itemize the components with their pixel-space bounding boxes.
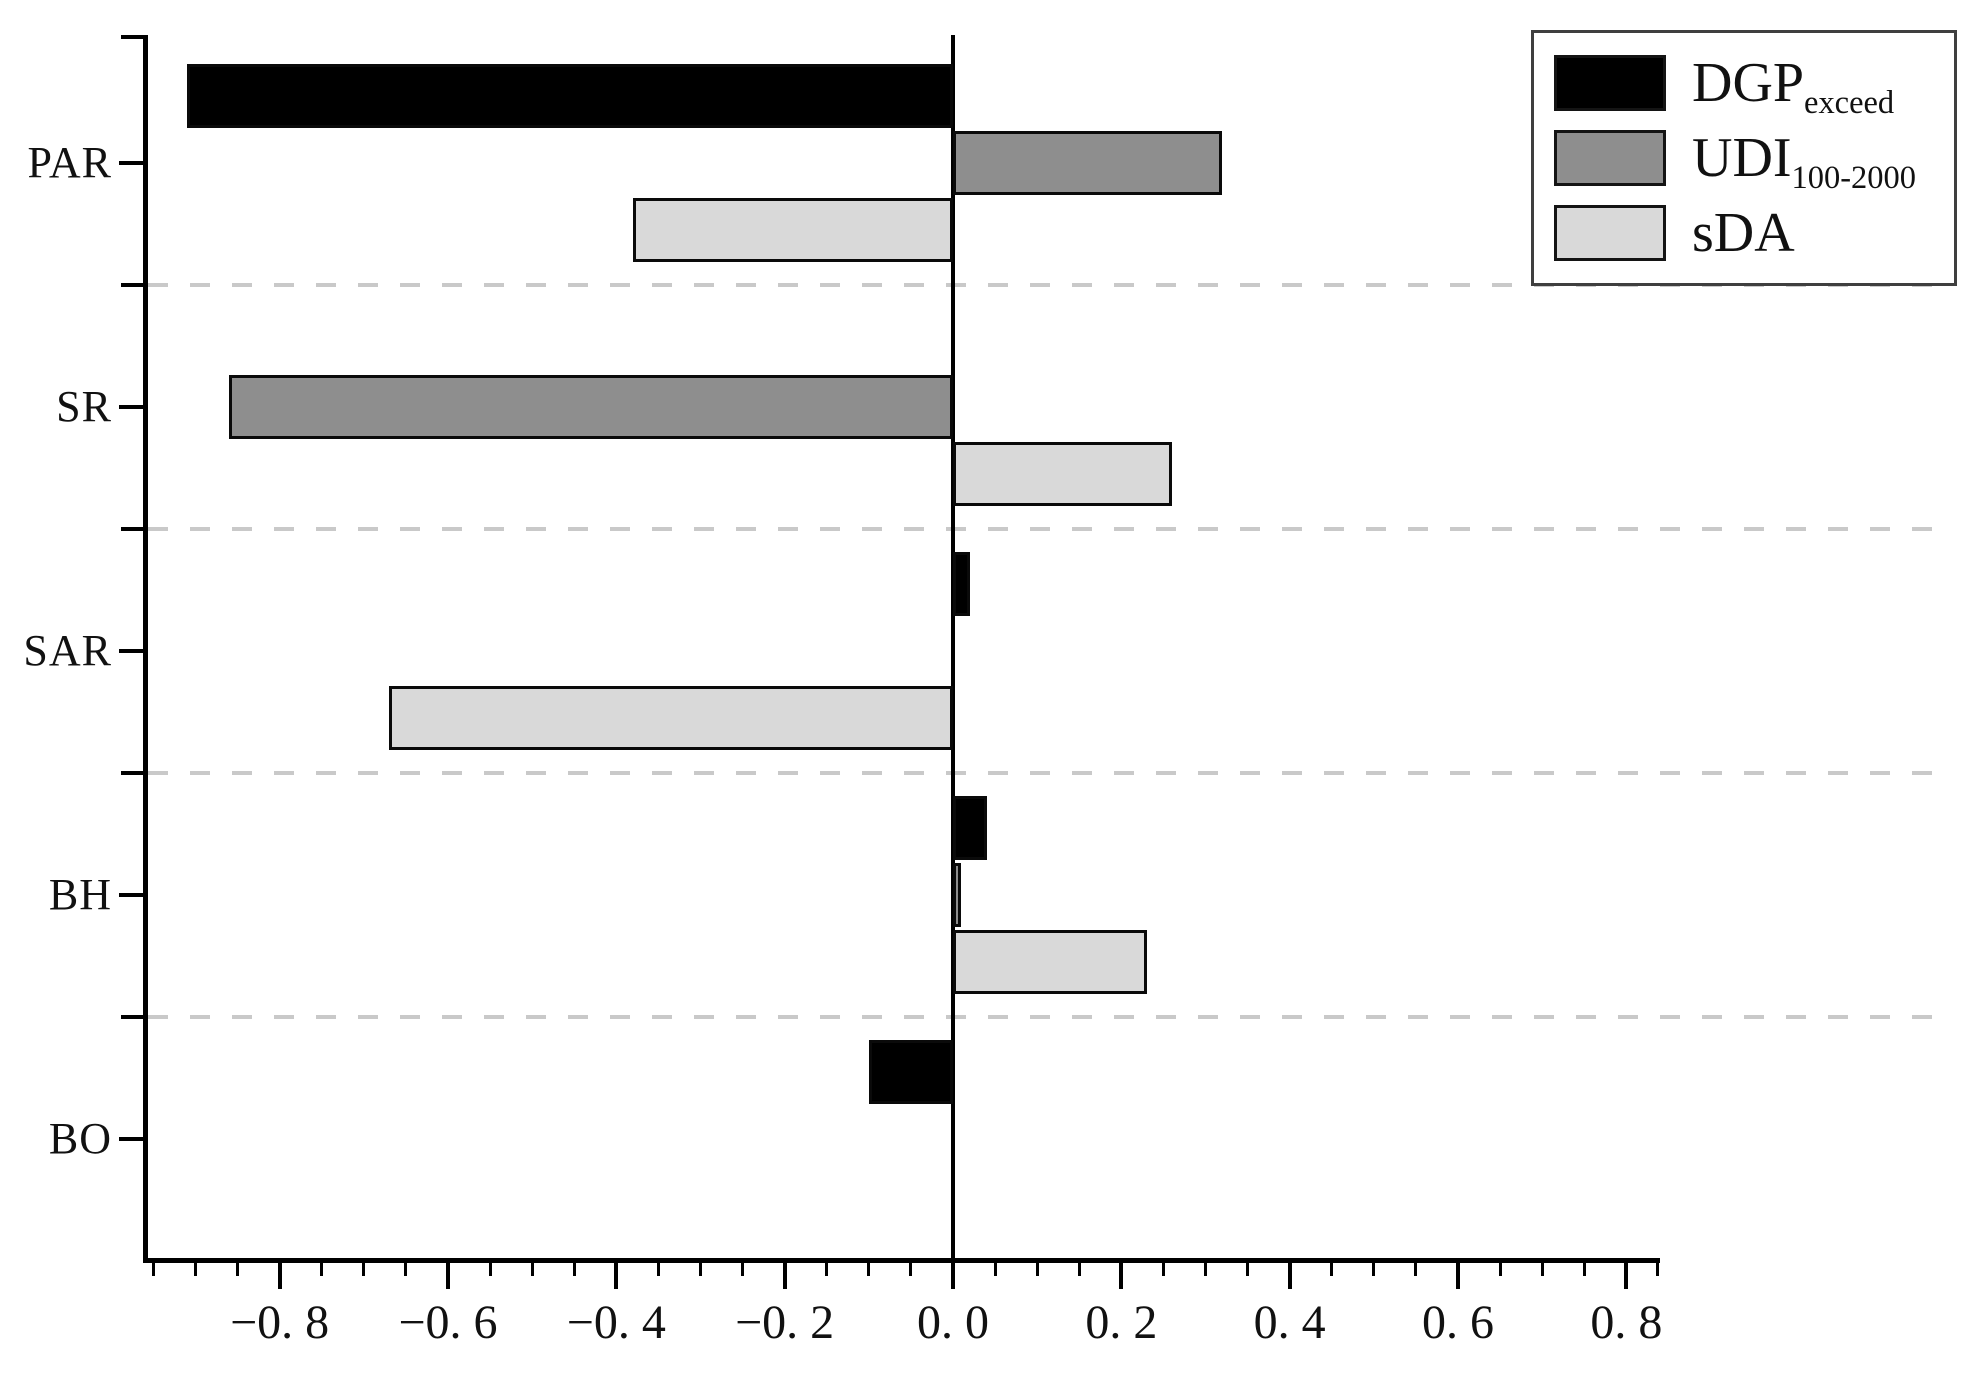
y-major-tick: [119, 1137, 145, 1141]
x-major-tick: [782, 1262, 787, 1289]
x-minor-tick: [530, 1262, 534, 1276]
legend-label-main: UDI: [1692, 127, 1792, 189]
bar-sDA-SR: [953, 442, 1172, 506]
x-tick-label: 0. 4: [1253, 1296, 1326, 1349]
x-minor-tick: [1330, 1262, 1334, 1276]
y-category-label: BH: [48, 870, 112, 919]
x-minor-tick: [993, 1262, 997, 1276]
bar-DGP_exceed-BO: [868, 1040, 953, 1104]
legend-entry-udi-100-2000: UDI100-2000: [1554, 127, 1954, 194]
x-minor-tick: [1414, 1262, 1418, 1276]
x-minor-tick: [572, 1262, 576, 1276]
x-minor-tick: [404, 1262, 408, 1276]
y-minor-tick: [121, 283, 145, 287]
y-category-label: BO: [48, 1114, 112, 1163]
x-minor-tick: [362, 1262, 366, 1276]
x-major-tick: [1119, 1262, 1124, 1289]
legend-entry-sda: sDA: [1554, 202, 1954, 264]
y-major-tick: [119, 893, 145, 897]
bar-UDI_100-2000-SR: [229, 375, 953, 439]
legend-swatch-udi-100-2000: [1554, 130, 1666, 186]
legend-label-main: DGP: [1692, 52, 1805, 114]
gridline: [148, 283, 1950, 287]
x-minor-tick: [1161, 1262, 1165, 1276]
legend-label-subscript: exceed: [1804, 85, 1895, 122]
x-minor-tick: [1372, 1262, 1376, 1276]
y-major-tick: [119, 649, 145, 653]
x-minor-tick: [1498, 1262, 1502, 1276]
y-category-label: PAR: [27, 138, 112, 187]
legend-entry-dgp-exceed: DGPexceed: [1554, 52, 1954, 119]
gridline: [148, 771, 1950, 775]
x-minor-tick: [1035, 1262, 1039, 1276]
x-minor-tick: [320, 1262, 324, 1276]
y-minor-tick: [121, 35, 145, 39]
bar-sDA-SAR: [389, 686, 953, 750]
x-axis-spine: [143, 1258, 1660, 1263]
legend-box: DGPexceed UDI100-2000 sDA: [1531, 30, 1957, 286]
x-tick-label: 0. 6: [1422, 1296, 1494, 1349]
y-axis-spine: [143, 35, 148, 1263]
x-minor-tick: [1540, 1262, 1544, 1276]
zero-axis-line: [951, 35, 955, 1260]
x-minor-tick: [825, 1262, 829, 1276]
x-tick-label: −0. 2: [735, 1296, 835, 1349]
x-minor-tick: [1077, 1262, 1081, 1276]
x-major-tick: [951, 1262, 955, 1289]
legend-swatch-dgp-exceed: [1554, 55, 1666, 111]
x-major-tick: [277, 1262, 282, 1289]
x-tick-label: 0. 2: [1085, 1296, 1158, 1349]
x-minor-tick: [1246, 1262, 1250, 1276]
legend-swatch-sda: [1554, 205, 1666, 261]
x-minor-tick: [1656, 1262, 1659, 1276]
bar-DGP_exceed-PAR: [187, 64, 953, 128]
legend-label-udi-100-2000: UDI100-2000: [1692, 127, 1916, 194]
x-major-tick: [446, 1262, 450, 1289]
y-minor-tick: [121, 771, 145, 775]
gridline: [148, 527, 1950, 531]
legend-label-dgp-exceed: DGPexceed: [1692, 52, 1894, 119]
legend-label-main: sDA: [1692, 202, 1795, 264]
x-major-tick: [1456, 1262, 1460, 1289]
x-minor-tick: [867, 1262, 871, 1276]
bar-sDA-BH: [953, 930, 1147, 994]
y-major-tick: [119, 161, 145, 165]
legend-label-sda: sDA: [1692, 202, 1795, 264]
x-minor-tick: [1204, 1262, 1207, 1276]
x-minor-tick: [236, 1262, 240, 1276]
x-tick-label: 0. 8: [1590, 1296, 1663, 1349]
bar-DGP_exceed-BH: [953, 796, 987, 860]
bar-UDI_100-2000-BH: [953, 863, 962, 927]
x-minor-tick: [1582, 1262, 1586, 1276]
x-minor-tick: [741, 1262, 745, 1276]
x-minor-tick: [909, 1262, 913, 1276]
x-major-tick: [1624, 1262, 1629, 1289]
x-minor-tick: [194, 1262, 197, 1276]
bar-UDI_100-2000-PAR: [953, 131, 1223, 195]
x-tick-label: 0. 0: [917, 1296, 989, 1349]
x-minor-tick: [699, 1262, 702, 1276]
y-category-label: SAR: [23, 626, 112, 675]
y-minor-tick: [121, 1015, 145, 1019]
x-minor-tick: [656, 1262, 660, 1276]
y-minor-tick: [121, 527, 145, 531]
x-tick-label: −0. 8: [230, 1296, 330, 1349]
x-tick-label: −0. 4: [566, 1296, 666, 1349]
gridline: [148, 1015, 1950, 1019]
x-major-tick: [614, 1262, 619, 1289]
x-minor-tick: [488, 1262, 492, 1276]
legend-label-subscript: 100-2000: [1791, 160, 1916, 197]
x-major-tick: [1287, 1262, 1292, 1289]
y-category-label: SR: [56, 382, 112, 431]
x-minor-tick: [151, 1262, 155, 1276]
bar-sDA-PAR: [633, 198, 953, 262]
bar-DGP_exceed-SAR: [953, 552, 970, 616]
y-major-tick: [119, 405, 145, 409]
x-tick-label: −0. 6: [398, 1296, 498, 1349]
